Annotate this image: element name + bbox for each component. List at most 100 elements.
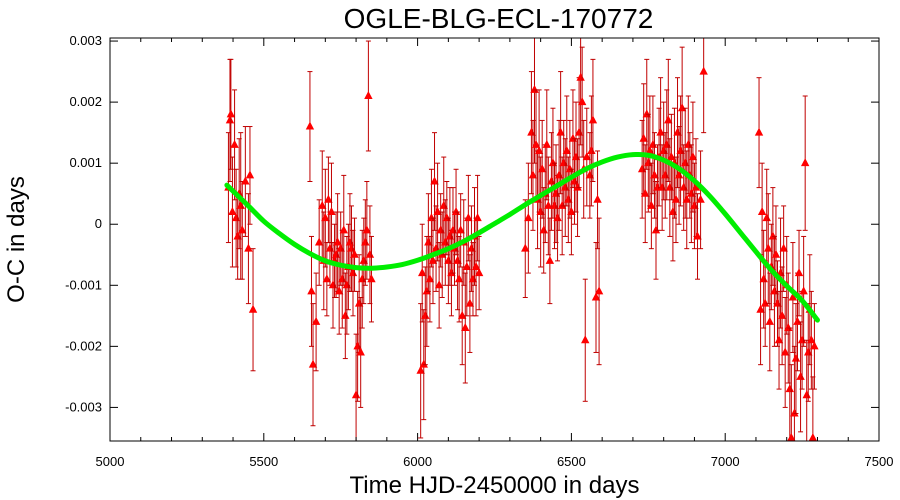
triangle-marker	[553, 213, 562, 222]
triangle-marker	[787, 432, 796, 441]
triangle-marker	[810, 341, 819, 350]
triangle-marker	[314, 237, 324, 246]
triangle-marker	[339, 225, 348, 234]
data-point	[679, 144, 688, 231]
triangle-marker	[350, 249, 359, 258]
data-point	[542, 89, 551, 201]
triangle-marker	[591, 292, 601, 301]
triangle-marker	[530, 84, 539, 93]
triangle-marker	[585, 170, 595, 179]
triangle-marker	[356, 347, 365, 356]
data-point	[545, 217, 555, 305]
triangle-marker	[461, 323, 470, 332]
x-axis-title: Time HJD-2450000 in days	[350, 472, 640, 499]
x-tick-label: 6000	[403, 454, 432, 469]
triangle-marker	[768, 231, 778, 240]
triangle-marker	[345, 237, 355, 246]
triangle-marker	[348, 268, 358, 277]
triangle-marker	[331, 249, 341, 258]
data-point	[226, 58, 236, 170]
triangle-marker	[791, 353, 801, 362]
triangle-marker	[568, 133, 578, 142]
triangle-marker	[465, 298, 475, 307]
triangle-marker	[421, 310, 430, 319]
data-point	[588, 58, 598, 182]
triangle-marker	[788, 292, 798, 301]
triangle-marker	[428, 255, 438, 264]
triangle-marker	[684, 139, 693, 148]
data-point	[591, 242, 601, 353]
triangle-marker	[645, 145, 655, 154]
triangle-marker	[236, 200, 245, 209]
data-point	[367, 235, 376, 323]
triangle-marker	[764, 243, 773, 252]
data-point	[547, 132, 556, 231]
data-point	[428, 217, 438, 305]
data-point	[582, 107, 591, 207]
triangle-marker	[779, 243, 788, 252]
triangle-marker	[231, 213, 241, 222]
triangle-marker	[556, 127, 565, 136]
triangle-marker	[664, 115, 673, 124]
triangle-marker	[336, 243, 345, 252]
triangle-marker	[334, 286, 344, 295]
triangle-marker	[565, 164, 575, 173]
triangle-marker	[471, 261, 481, 270]
triangle-marker	[305, 121, 315, 130]
triangle-marker	[796, 371, 805, 380]
triangle-marker	[521, 243, 530, 252]
triangle-marker	[656, 127, 665, 136]
triangle-marker	[528, 170, 538, 179]
triangle-marker	[593, 194, 602, 203]
triangle-marker	[362, 225, 372, 234]
triangle-marker	[651, 225, 661, 234]
triangle-marker	[759, 274, 768, 283]
triangle-marker	[557, 200, 567, 209]
triangle-marker	[527, 127, 536, 136]
data-point	[754, 77, 764, 189]
x-tick-label: 7500	[865, 454, 894, 469]
triangle-marker	[321, 213, 330, 222]
triangle-marker	[665, 182, 675, 191]
triangle-marker	[667, 152, 676, 161]
triangle-marker	[447, 268, 456, 277]
triangle-marker	[574, 127, 584, 136]
triangle-marker	[228, 207, 237, 216]
triangle-marker	[559, 158, 568, 167]
triangle-marker	[424, 237, 433, 246]
triangle-marker	[637, 164, 647, 173]
triangle-marker	[233, 231, 242, 240]
triangle-marker	[448, 225, 458, 234]
x-tick-label: 5500	[249, 454, 278, 469]
triangle-marker	[542, 139, 551, 148]
triangle-marker	[548, 158, 558, 167]
triangle-marker	[674, 170, 684, 179]
data-point	[528, 119, 538, 231]
triangle-marker	[454, 274, 464, 283]
triangle-marker	[762, 213, 771, 222]
data-point	[570, 138, 579, 225]
data-point	[314, 199, 324, 286]
triangle-marker	[771, 249, 781, 258]
triangle-marker	[561, 182, 570, 191]
data-point	[362, 180, 372, 280]
triangle-marker	[564, 194, 573, 203]
triangle-marker	[341, 310, 350, 319]
data-point	[674, 126, 684, 225]
data-point	[794, 229, 804, 317]
data-point	[650, 132, 659, 219]
triangle-marker	[338, 274, 347, 283]
triangle-marker	[676, 145, 685, 154]
triangle-marker	[225, 115, 235, 124]
triangle-marker	[757, 207, 767, 216]
triangle-marker	[351, 390, 361, 399]
triangle-marker	[690, 200, 699, 209]
triangle-marker	[545, 255, 555, 264]
data-point	[800, 95, 810, 231]
triangle-marker	[659, 145, 668, 154]
triangle-marker	[431, 243, 441, 252]
y-axis-title: O-C in days	[3, 176, 30, 303]
triangle-marker	[536, 207, 545, 216]
plot-area	[224, 38, 820, 441]
triangle-marker	[650, 170, 659, 179]
